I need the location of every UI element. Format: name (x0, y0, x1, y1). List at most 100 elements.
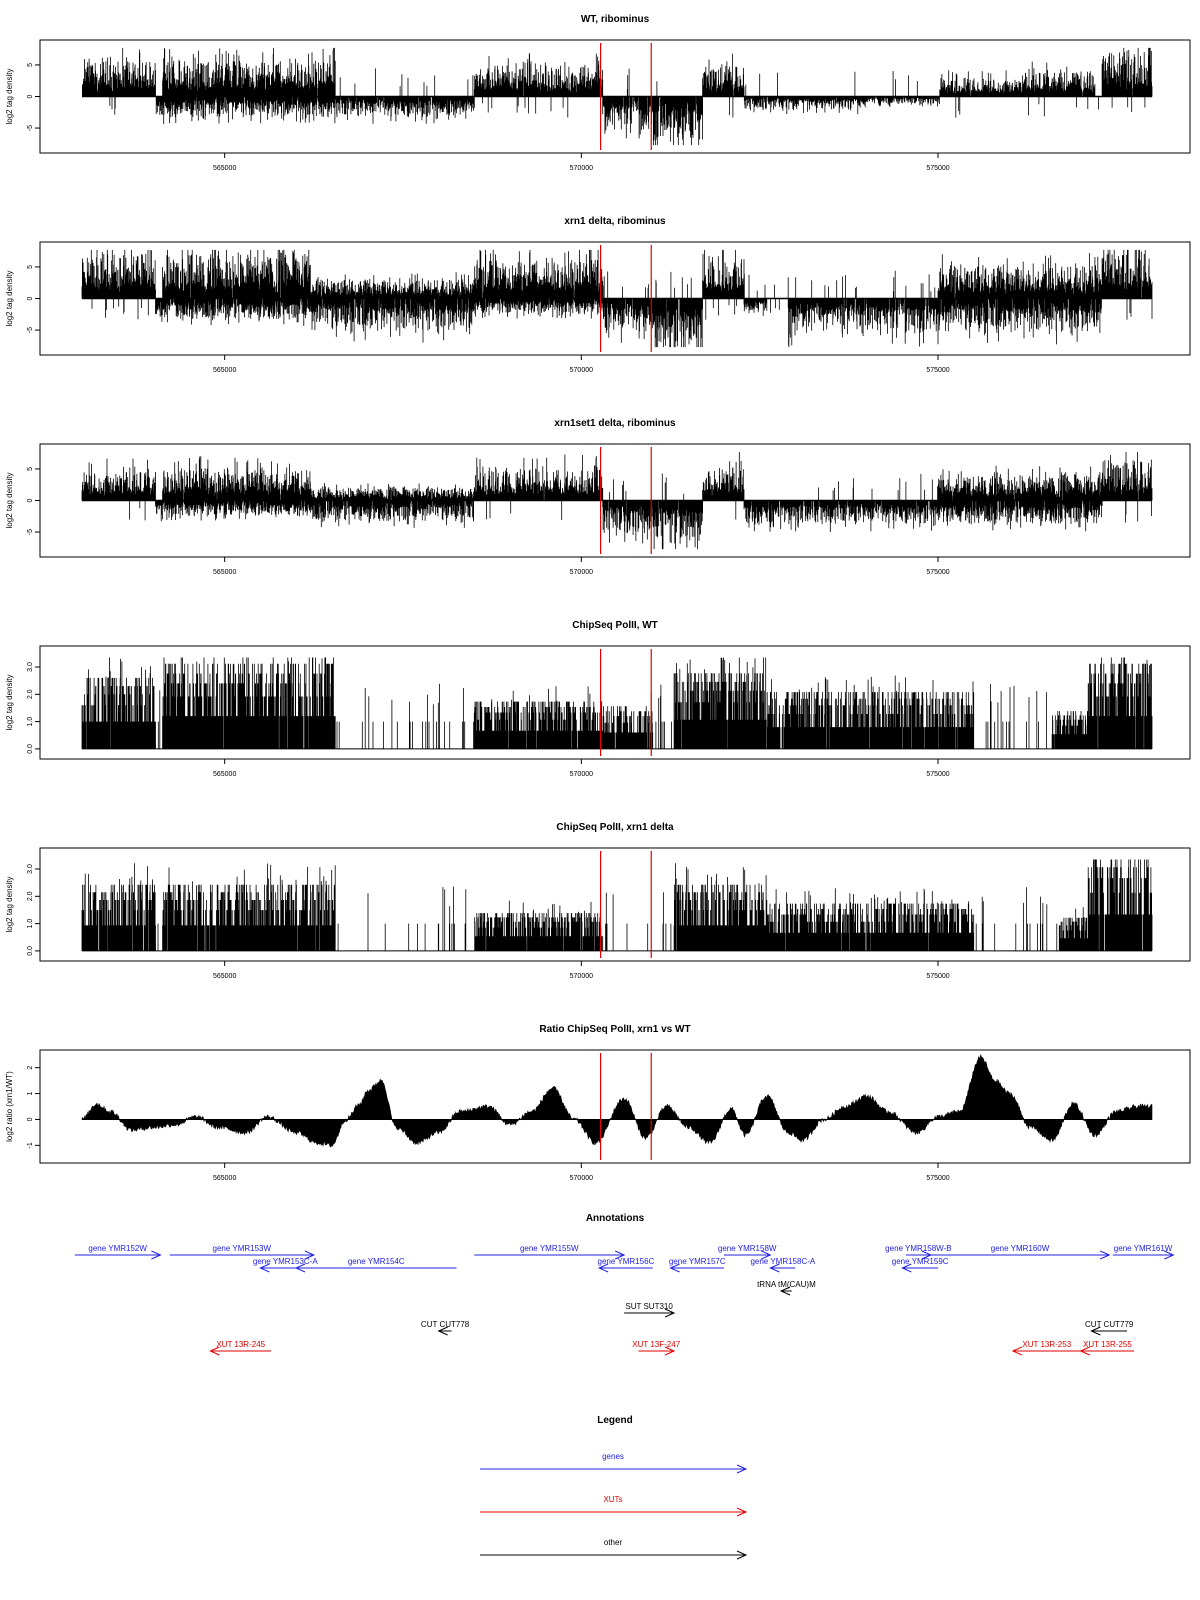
y-tick-label: 0 (27, 1117, 34, 1121)
x-tick-label: 570000 (570, 771, 593, 778)
panel-title: ChipSeq PolII, xrn1 delta (556, 822, 674, 833)
negative-strand-bars (129, 500, 1152, 550)
x-tick-label: 575000 (926, 367, 949, 374)
annotation-gene: gene YMR156C (597, 1257, 655, 1273)
x-tick-label: 570000 (570, 569, 593, 576)
positive-strand-bars (81, 451, 1153, 501)
x-tick-label: 565000 (213, 1175, 236, 1182)
x-tick-label: 565000 (213, 771, 236, 778)
legend-label: XUTs (603, 1495, 622, 1504)
annotation-arrow (597, 1263, 653, 1273)
annotation-other: tRNA tM(CAU)M (757, 1280, 816, 1296)
annotation-arrow (724, 1250, 772, 1260)
legend-title: Legend (597, 1415, 633, 1426)
annotation-gene: gene YMR158C-A (750, 1257, 816, 1273)
y-tick-label: -5 (27, 327, 34, 333)
y-axis-label: log2 tag density (5, 68, 14, 124)
x-tick-label: 565000 (213, 973, 236, 980)
annotation-other: CUT CUT779 (1085, 1320, 1134, 1336)
y-tick-label: 5 (27, 63, 34, 67)
panel-title: xrn1 delta, ribominus (564, 216, 666, 227)
panel-1: WT, ribominus log2 tag density -5 0 5 565000 5… (5, 14, 1191, 172)
x-tick-label: 570000 (570, 165, 593, 172)
plot-frame (39, 645, 1191, 760)
y-axis-label: log2 ratio (xrn1/WT) (5, 1071, 14, 1142)
y-tick-label: 0 (27, 498, 34, 502)
annotations-title: Annotations (586, 1213, 645, 1224)
x-tick-label: 570000 (570, 973, 593, 980)
data-bars (81, 451, 1153, 550)
negative-strand-bars (109, 96, 1146, 146)
x-tick-label: 575000 (926, 973, 949, 980)
x-tick-label: 570000 (570, 1175, 593, 1182)
annotation-label: XUT 13F-247 (632, 1340, 680, 1349)
y-tick-label: -5 (27, 125, 34, 131)
annotation-label: XUT 13R-255 (1083, 1340, 1132, 1349)
positive-strand-bars (81, 249, 1153, 299)
annotation-gene: gene YMR152W (74, 1244, 162, 1260)
y-tick-label: 2 (27, 1066, 34, 1070)
annotation-label: gene YMR157C (669, 1257, 726, 1266)
annotation-label: gene YMR158C-A (750, 1257, 815, 1266)
x-tick-label: 575000 (926, 1175, 949, 1182)
y-axis-label: log2 tag density (5, 876, 14, 932)
x-tick-label: 575000 (926, 569, 949, 576)
annotation-arrow (1090, 1326, 1128, 1336)
annotation-arrow (779, 1286, 792, 1296)
annotation-other: SUT SUT310 (624, 1302, 676, 1318)
legend-label: other (604, 1538, 623, 1547)
annotation-label: tRNA tM(CAU)M (757, 1280, 816, 1289)
annotation-arrow (930, 1250, 1111, 1260)
panel-4: ChipSeq PolII, WT log2 tag density 0.0 1.0 2… (5, 620, 1191, 778)
annotation-gene: gene YMR158W (718, 1244, 777, 1260)
y-tick-label: -1 (27, 1142, 34, 1148)
annotation-gene: gene YMR153C-A (253, 1257, 318, 1273)
annotation-arrow (1011, 1346, 1081, 1356)
annotation-arrow (624, 1308, 676, 1318)
y-tick-label: 5 (27, 265, 34, 269)
panel-title: Ratio ChipSeq PolII, xrn1 vs WT (539, 1024, 690, 1035)
annotation-arrow (209, 1346, 272, 1356)
annotation-gene: gene YMR161W (1112, 1244, 1175, 1260)
y-tick-label: 5 (27, 467, 34, 471)
data-bars (81, 657, 1153, 750)
y-tick-label: 0.0 (27, 946, 34, 956)
annotation-label: XUT 13R-245 (216, 1340, 265, 1349)
annotation-gene: gene YMR159C (892, 1257, 949, 1273)
panel-title: ChipSeq PolII, WT (572, 620, 658, 631)
annotation-arrow (74, 1250, 162, 1260)
annotation-arrow (669, 1263, 724, 1273)
y-tick-label: 1.0 (27, 717, 34, 727)
data-bars (81, 859, 1153, 952)
ratio-area (81, 1054, 1153, 1148)
y-tick-label: 0 (27, 296, 34, 300)
annotation-label: gene YMR154C (348, 1257, 405, 1266)
annotation-arrow (294, 1263, 457, 1273)
annotation-arrow (169, 1250, 316, 1260)
annotation-gene: gene YMR160W (930, 1244, 1111, 1260)
panel-title: xrn1set1 delta, ribominus (554, 418, 676, 429)
x-tick-label: 575000 (926, 771, 949, 778)
annotation-label: gene YMR158W (718, 1244, 777, 1253)
y-tick-label: 3.0 (27, 864, 34, 874)
x-tick-label: 575000 (926, 165, 949, 172)
annotation-label: CUT CUT778 (421, 1320, 470, 1329)
annotation-xut: XUT 13R-255 (1079, 1340, 1135, 1356)
annotation-label: gene YMR153W (213, 1244, 272, 1253)
annotation-label: gene YMR156C (598, 1257, 655, 1266)
x-tick-label: 565000 (213, 165, 236, 172)
annotation-gene: gene YMR155W (474, 1244, 626, 1260)
data-bars (82, 47, 1153, 146)
y-axis-label: log2 tag density (5, 270, 14, 326)
annotation-label: gene YMR161W (1114, 1244, 1173, 1253)
legend-item: genes (480, 1452, 748, 1474)
x-tick-label: 565000 (213, 367, 236, 374)
y-tick-label: 2.0 (27, 891, 34, 901)
plot-frame (39, 1049, 1191, 1164)
y-tick-label: 3.0 (27, 662, 34, 672)
annotation-arrow (769, 1263, 796, 1273)
positive-strand-bars (82, 47, 1153, 97)
y-tick-label: 2.0 (27, 689, 34, 699)
annotation-label: SUT SUT310 (625, 1302, 673, 1311)
annotation-label: gene YMR158W-B (885, 1244, 951, 1253)
